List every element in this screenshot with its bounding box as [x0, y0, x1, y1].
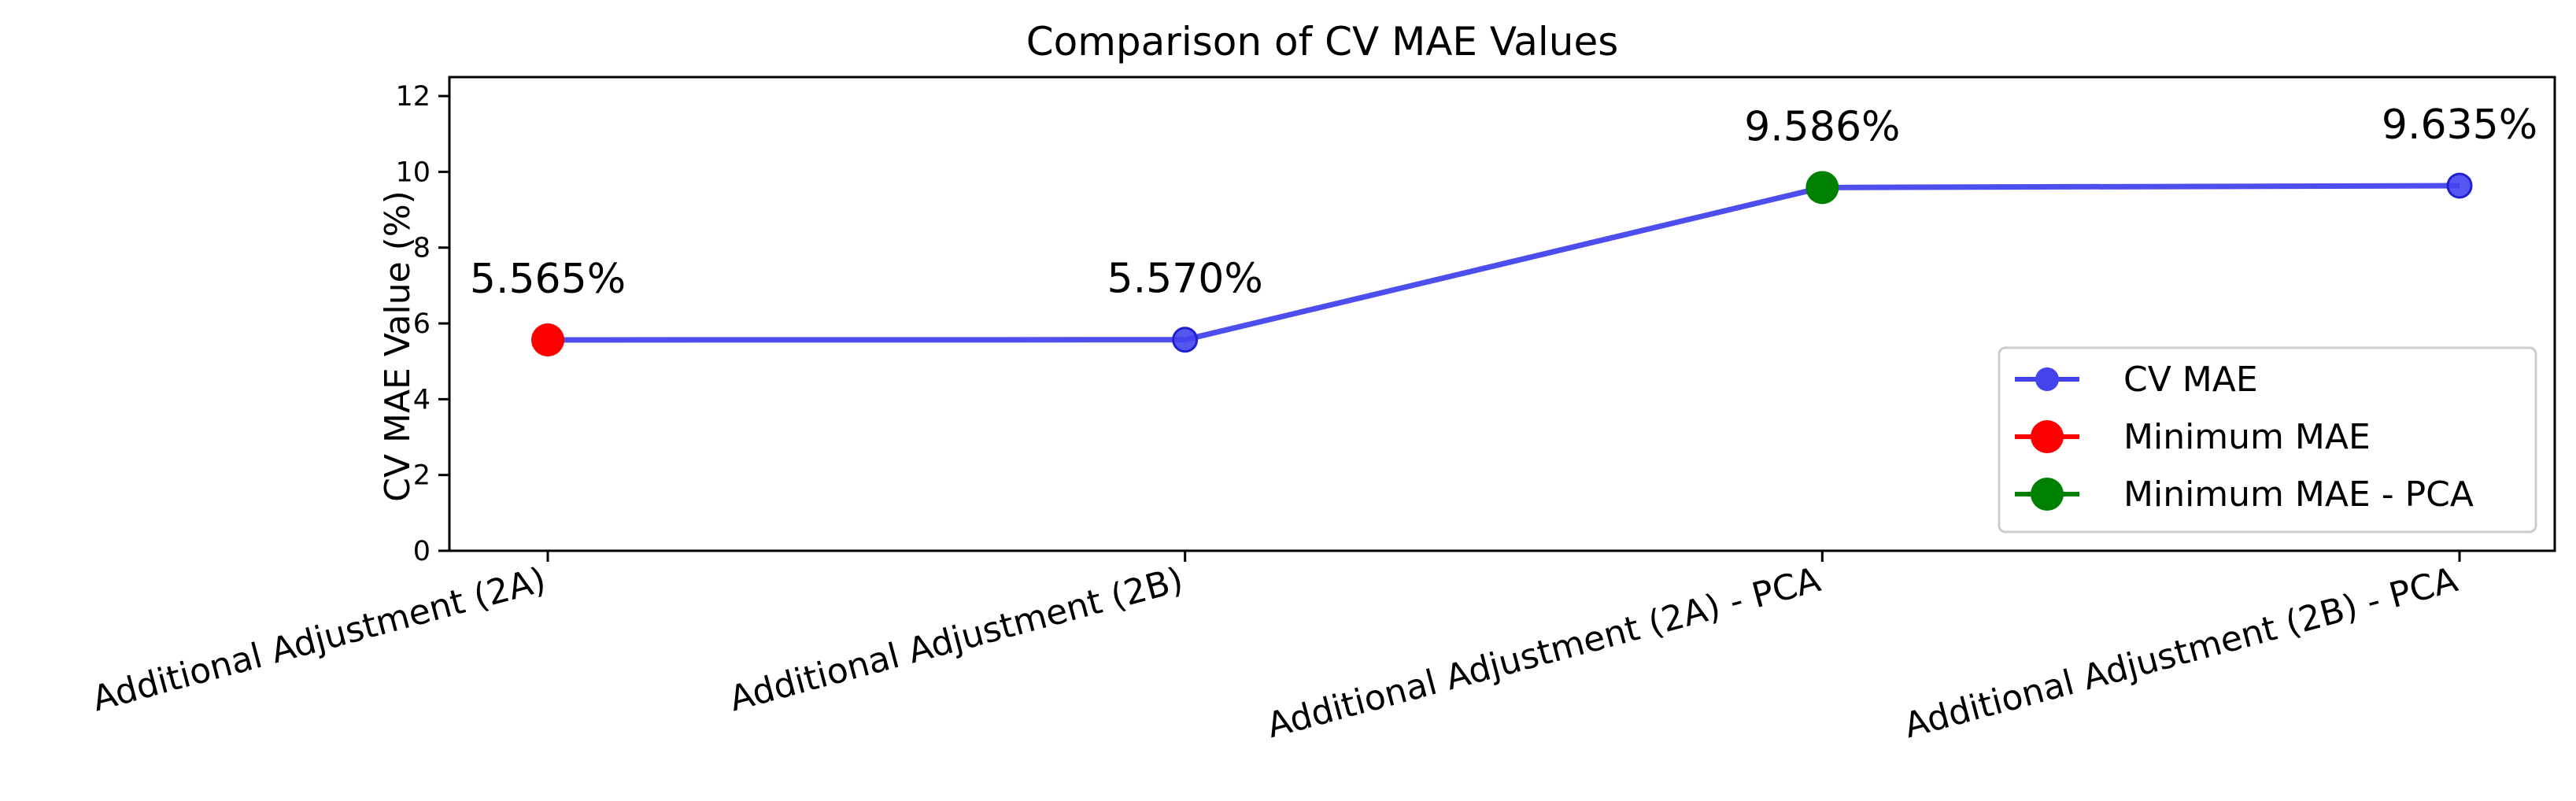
- data-point: [1172, 327, 1199, 353]
- x-axis: Additional Adjustment (2A) Additional Adj…: [88, 551, 2462, 746]
- data-label: 9.635%: [2382, 102, 2537, 149]
- legend-label: CV MAE: [2123, 360, 2258, 400]
- y-tick-label: 2: [413, 460, 431, 492]
- x-tick-label: Additional Adjustment (2B) - PCA: [1900, 559, 2462, 746]
- y-tick-label: 10: [395, 157, 431, 188]
- data-label: 5.570%: [1107, 256, 1263, 303]
- y-tick-label: 0: [413, 536, 431, 567]
- legend-label: Minimum MAE: [2123, 417, 2371, 457]
- chart-title: Comparison of CV MAE Values: [1026, 19, 1619, 65]
- y-tick-label: 8: [413, 233, 431, 264]
- y-tick-label: 4: [413, 384, 431, 415]
- x-tick-label: Additional Adjustment (2B): [726, 559, 1188, 719]
- legend-box: [1998, 346, 2537, 533]
- data-label: 9.586%: [1744, 103, 1900, 150]
- minimum-mae-marker: [531, 323, 564, 356]
- legend-marker: [2031, 420, 2064, 453]
- data-label: 5.565%: [470, 256, 626, 303]
- data-labels: 5.565% 5.570% 9.586% 9.635%: [470, 102, 2537, 303]
- y-tick-label: 6: [413, 308, 431, 340]
- legend-marker: [2035, 367, 2059, 391]
- legend-label: Minimum MAE - PCA: [2123, 474, 2474, 515]
- y-tick-label: 12: [395, 81, 431, 113]
- legend: CV MAE Minimum MAE Minimum MAE - PCA: [1998, 346, 2537, 533]
- legend-marker: [2031, 478, 2064, 511]
- y-axis: 0 2 4 6 8 10 12: [395, 81, 449, 567]
- y-axis-label: CV MAE Value (%): [378, 190, 418, 502]
- x-tick-label: Additional Adjustment (2A): [88, 559, 550, 719]
- x-tick-label: Additional Adjustment (2A) - PCA: [1263, 559, 1825, 746]
- minimum-mae-pca-marker: [1805, 171, 1839, 205]
- data-point: [2446, 172, 2473, 199]
- plot-frame: [448, 76, 2556, 552]
- series-layer: [531, 171, 2473, 356]
- series-line-cv-mae: [547, 183, 2460, 343]
